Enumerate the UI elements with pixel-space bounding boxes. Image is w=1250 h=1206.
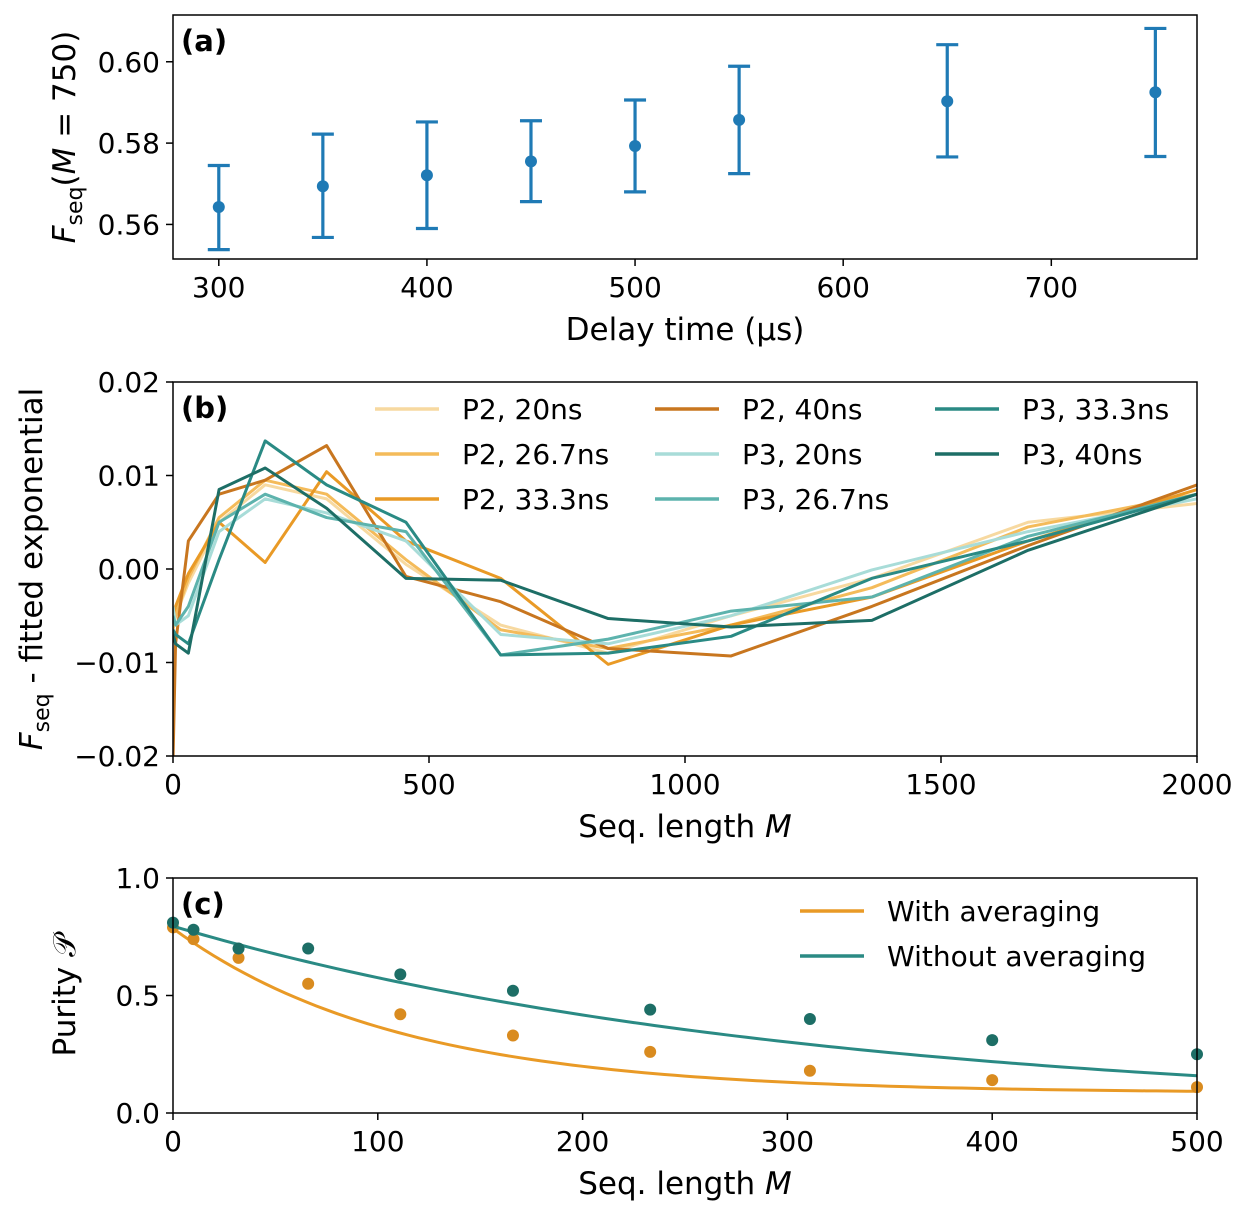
data-point (1149, 86, 1162, 99)
legend-label: P3, 20ns (742, 438, 862, 471)
panel-b-chart: 0 500 1000 1500 2000 −0.02 −0.01 0.00 0.01 0.02 (b… (14, 366, 1233, 845)
x-tick-label: 1500 (905, 768, 976, 801)
legend-label: Without averaging (887, 940, 1146, 973)
legend-label: P3, 40ns (1022, 438, 1142, 471)
data-point (803, 1013, 816, 1025)
legend-label: P2, 40ns (742, 393, 862, 426)
x-tick-label: 100 (351, 1125, 404, 1158)
panel-c-chart: 0 100 200 300 400 500 0.0 0.5 1.0 (c) Seq. length … (47, 862, 1224, 1202)
data-point (394, 968, 407, 981)
data-point (986, 1074, 999, 1087)
x-tick-label: 500 (1170, 1125, 1223, 1158)
fit-line-with-averaging (172, 927, 1198, 1093)
series-line-p2-26-7ns (173, 478, 1197, 650)
plot-area (207, 26, 1167, 252)
data-point (420, 169, 433, 182)
data-point (733, 113, 746, 126)
x-axis-label: Seq. length M (578, 1166, 792, 1202)
y-axis-label: Fseq - fitted exponential (14, 388, 55, 750)
y-tick-label: 0.0 (115, 1097, 160, 1130)
data-point (187, 923, 200, 936)
series-line-p3-26-7ns (173, 492, 1197, 657)
x-tick-label: 600 (816, 271, 869, 304)
data-point (302, 942, 315, 955)
data-point (629, 139, 642, 152)
y-tick-label: 0.58 (98, 127, 160, 160)
y-axis-label: Fseq(M = 750) (47, 31, 88, 244)
data-point (187, 933, 200, 946)
x-tick-label: 0 (164, 1125, 182, 1158)
data-point (302, 977, 315, 990)
legend-label: P2, 26.7ns (462, 438, 609, 471)
legend-label: With averaging (887, 895, 1100, 928)
panel-label: (b) (181, 391, 228, 425)
x-axis-label: Delay time (μs) (566, 312, 805, 348)
data-point (506, 1029, 519, 1042)
data-point (394, 1008, 407, 1021)
series-line-p3-20ns (173, 497, 1197, 646)
y-tick-label: 0.5 (115, 980, 160, 1013)
panel-a-chart: 300 400 500 600 700 0.56 0.58 0.60 (a) Delay time… (47, 14, 1198, 348)
series-group (167, 916, 1203, 1094)
plot-area (167, 916, 1203, 1094)
x-tick-label: 1000 (649, 768, 720, 801)
x-axis-label: Seq. length M (578, 809, 792, 845)
x-tick-label: 2000 (1161, 768, 1232, 801)
data-point (506, 984, 519, 997)
fit-line-without-averaging (172, 924, 1198, 1078)
data-point (644, 1045, 657, 1058)
y-tick-label: 0.60 (98, 46, 160, 79)
legend: With averaging Without averaging (800, 895, 1146, 973)
data-point (232, 942, 245, 955)
y-tick-label: 0.02 (98, 366, 160, 399)
y-tick-label: 0.01 (98, 460, 160, 493)
y-tick-label: −0.01 (74, 647, 160, 680)
x-tick-label: 500 (608, 271, 661, 304)
y-tick-label: 0.00 (98, 553, 160, 586)
x-tick-label: 200 (556, 1125, 609, 1158)
series-line-p3-33-3ns (173, 439, 1197, 657)
data-point (986, 1034, 999, 1047)
data-point (524, 155, 537, 168)
y-tick-label: 0.56 (98, 208, 160, 241)
axes-frame (172, 14, 1198, 260)
data-point (941, 95, 954, 108)
data-point (232, 951, 245, 964)
legend: P2, 20ns P2, 26.7ns P2, 33.3ns P2, 40ns P3, … (375, 393, 1169, 516)
data-point (212, 200, 225, 213)
panel-label: (c) (181, 887, 225, 921)
plot-area (173, 439, 1197, 756)
x-tick-label: 300 (192, 271, 245, 304)
x-tick-label: 300 (761, 1125, 814, 1158)
legend-label: P3, 26.7ns (742, 483, 889, 516)
data-point (316, 180, 329, 193)
x-tick-label: 400 (400, 271, 453, 304)
series-group (173, 439, 1197, 756)
x-tick-label: 500 (402, 768, 455, 801)
data-point (644, 1003, 657, 1016)
y-axis-label: Purity 𝒫 (47, 931, 83, 1057)
legend-label: P2, 20ns (462, 393, 582, 426)
x-tick-label: 400 (965, 1125, 1018, 1158)
legend-label: P3, 33.3ns (1022, 393, 1169, 426)
x-tick-label: 700 (1025, 271, 1078, 304)
data-point (803, 1064, 816, 1077)
legend-label: P2, 33.3ns (462, 483, 609, 516)
x-tick-label: 0 (164, 768, 182, 801)
y-tick-label: −0.02 (74, 740, 160, 773)
series-line-p3-40ns (173, 466, 1197, 655)
panel-label: (a) (181, 24, 227, 58)
y-tick-label: 1.0 (115, 862, 160, 895)
